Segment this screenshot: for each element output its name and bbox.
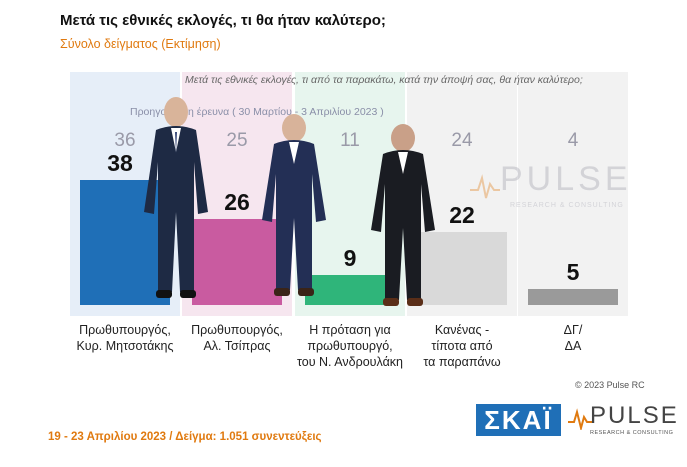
bar [528, 288, 618, 305]
watermark-sub: RESEARCH & CONSULTING [510, 202, 624, 209]
previous-survey-label: Προηγούμενη έρευνα ( 30 Μαρτίου - 3 Απρι… [130, 106, 384, 118]
watermark-word: PULSE [500, 160, 632, 198]
chart-title: Μετά τις εθνικές εκλογές, τι θα ήταν καλ… [60, 12, 386, 29]
previous-value-label: 4 [567, 130, 579, 151]
category-label: Κανένας - τίποτα από τα παραπάνω [423, 323, 501, 369]
value-label: 5 [566, 258, 580, 285]
person-androulakis-image [371, 124, 435, 306]
category-label: ΔΓ/ ΔΑ [563, 323, 583, 353]
value-label: 9 [343, 245, 357, 272]
previous-value-label: 11 [340, 130, 360, 151]
bar [192, 219, 282, 305]
copyright-text: © 2023 Pulse RC [575, 380, 645, 390]
pulse-wave-icon [470, 174, 500, 199]
previous-value-label: 24 [451, 130, 473, 151]
skai-logo: ΣΚΑΪ [476, 404, 561, 436]
bar [417, 232, 507, 305]
bar [305, 275, 395, 305]
pulse-logo-word: PULSE [590, 402, 679, 429]
value-label: 22 [449, 202, 475, 229]
category-label: Πρωθυπουργός, Αλ. Τσίπρας [191, 323, 283, 353]
person-mitsotakis-image [144, 97, 208, 298]
previous-value-label: 25 [226, 130, 248, 151]
person-tsipras-image [262, 114, 326, 296]
previous-value-label: 36 [114, 130, 136, 151]
value-label: 26 [224, 189, 250, 216]
value-label: 38 [107, 149, 133, 176]
category-label: Πρωθυπουργός, Κυρ. Μητσοτάκης [76, 323, 174, 353]
category-label: Η πρόταση για πρωθυπουργό, του Ν. Ανδρου… [296, 323, 403, 369]
column-background [518, 72, 628, 316]
pulse-logo-sub: RESEARCH & CONSULTING [590, 430, 674, 436]
chart-subtitle: Σύνολο δείγματος (Εκτίμηση) [60, 37, 221, 51]
footer-sample-info: 19 - 23 Απριλίου 2023 / Δείγμα: 1.051 συ… [48, 431, 322, 443]
question-text: Μετά τις εθνικές εκλογές, τι από τα παρα… [185, 74, 583, 86]
pulse-logo-wave-icon [568, 408, 592, 430]
